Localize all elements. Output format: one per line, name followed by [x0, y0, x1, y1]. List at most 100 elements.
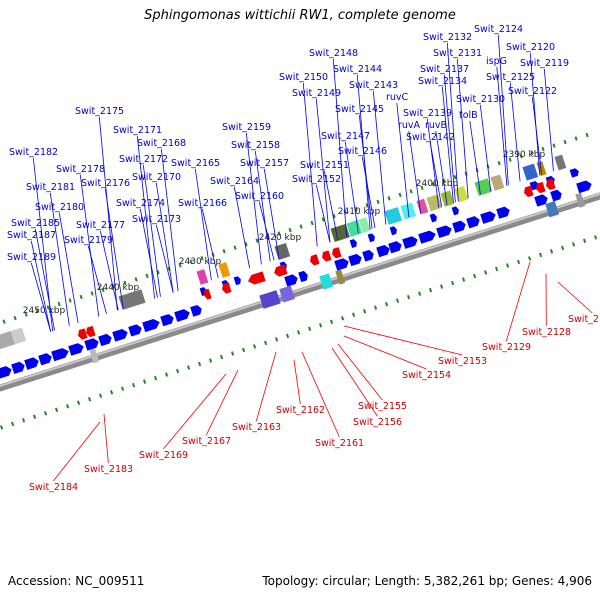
- feature-box: [330, 223, 350, 243]
- forward-gene-arrow: [436, 225, 452, 238]
- tick-mark: [484, 270, 488, 275]
- forward-gene-arrow: [38, 353, 52, 366]
- forward-gene-arrow: [348, 253, 362, 267]
- tick-mark: [539, 252, 543, 258]
- forward-gene-arrow: [362, 249, 374, 262]
- tick-mark: [189, 259, 193, 264]
- reverse-gene-label: Swit_2155: [358, 401, 407, 412]
- forward-label-leader: [372, 90, 387, 225]
- forward-gene-arrow: [388, 241, 402, 254]
- reverse-gene-arrow: [78, 328, 88, 340]
- tick-mark: [330, 319, 334, 325]
- tick-mark: [176, 368, 180, 374]
- forward-gene-arrow: [160, 314, 174, 327]
- tick-mark: [2, 319, 6, 324]
- tick-mark: [541, 146, 545, 152]
- forward-gene-label: Swit_2148: [309, 48, 358, 59]
- forward-gene-label: Swit_2122: [508, 86, 557, 97]
- tick-mark: [530, 150, 534, 155]
- feature-box: [545, 201, 560, 218]
- tick-mark: [132, 382, 136, 388]
- forward-gene-arrow: [367, 233, 375, 243]
- forward-label-leader: [531, 96, 543, 175]
- forward-gene-label: Swit_2130: [456, 94, 505, 105]
- tick-mark: [297, 330, 301, 335]
- tick-mark: [418, 291, 422, 296]
- forward-label-leader: [429, 142, 443, 207]
- tick-mark: [55, 407, 59, 413]
- tick-mark: [154, 375, 158, 381]
- reverse-label-leader: [337, 343, 383, 401]
- tick-mark: [508, 157, 512, 162]
- tick-mark: [431, 182, 435, 187]
- forward-gene-label: Swit_2176: [81, 178, 130, 189]
- feature-box: [426, 194, 443, 212]
- forward-gene-arrow: [550, 189, 562, 202]
- forward-gene-arrow: [112, 329, 128, 342]
- forward-gene-label: Swit_2173: [132, 214, 181, 225]
- tick-mark: [572, 242, 576, 247]
- forward-gene-arrow: [284, 274, 298, 287]
- forward-gene-label: ispG: [486, 56, 507, 67]
- tick-mark: [231, 351, 235, 356]
- forward-label-leader: [496, 66, 508, 186]
- tick-mark: [495, 266, 499, 272]
- forward-label-leader: [358, 114, 373, 229]
- reverse-label-leader: [557, 281, 593, 314]
- tick-mark: [77, 400, 81, 405]
- tick-mark: [198, 361, 202, 367]
- forward-gene-label: Swit_2171: [113, 125, 162, 136]
- forward-label-leader: [30, 240, 52, 332]
- forward-label-leader: [30, 262, 52, 332]
- tick-mark: [275, 337, 279, 342]
- tick-mark: [178, 263, 182, 268]
- forward-label-leader: [254, 150, 271, 262]
- forward-gene-arrow: [576, 180, 592, 194]
- tick-mark: [583, 238, 587, 244]
- reverse-gene-arrow: [322, 250, 332, 262]
- tick-mark: [90, 291, 94, 296]
- forward-gene-arrow: [190, 304, 202, 317]
- forward-label-leader: [142, 164, 161, 297]
- reverse-label-leader: [505, 261, 531, 342]
- forward-label-leader: [98, 116, 118, 311]
- tick-mark: [409, 189, 413, 194]
- forward-gene-label: Swit_2144: [333, 64, 382, 75]
- tick-mark: [143, 379, 147, 384]
- reverse-gene-label: Swit_2128: [522, 327, 571, 338]
- tick-mark: [574, 136, 578, 141]
- tick-mark: [0, 425, 4, 430]
- reverse-gene-label: Swit_2183: [84, 464, 133, 475]
- reverse-label-leader: [343, 325, 463, 356]
- feature-box: [454, 185, 469, 203]
- tick-mark: [244, 241, 248, 247]
- forward-gene-arrow: [24, 357, 39, 370]
- forward-gene-arrow: [174, 309, 190, 322]
- feature-box: [522, 163, 539, 181]
- forward-gene-arrow: [480, 211, 496, 224]
- tick-mark: [352, 312, 356, 317]
- forward-gene-arrow: [0, 366, 12, 379]
- tick-mark: [68, 298, 72, 303]
- reverse-tick-row: [0, 235, 598, 430]
- tick-mark: [88, 397, 92, 402]
- tick-mark: [79, 294, 83, 300]
- reverse-gene-arrow: [546, 178, 556, 190]
- tick-mark: [420, 185, 424, 191]
- tick-mark: [585, 132, 589, 138]
- forward-gene-label: Swit_2150: [279, 72, 328, 83]
- tick-mark: [319, 323, 323, 328]
- forward-gene-arrow: [68, 343, 84, 356]
- forward-label-leader: [87, 245, 107, 315]
- forward-gene-label: Swit_2181: [26, 182, 75, 193]
- forward-gene-label: Swit_2179: [64, 235, 113, 246]
- feature-box: [319, 273, 334, 290]
- reverse-label-leader: [162, 373, 227, 450]
- forward-gene-label: ruvA: [398, 120, 421, 131]
- reverse-gene-label: Swit_2161: [315, 438, 364, 449]
- reverse-gene-arrow: [274, 264, 288, 277]
- kbp-tick-label: 2390 kbp: [503, 150, 546, 160]
- reverse-genes: [78, 178, 556, 340]
- forward-label-leader: [263, 168, 280, 259]
